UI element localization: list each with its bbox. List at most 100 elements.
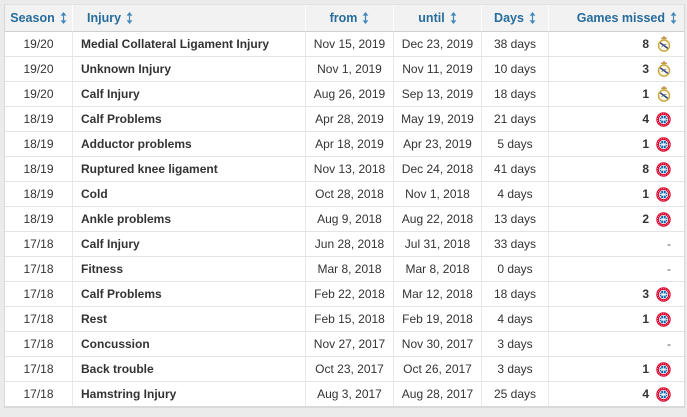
injury-cell: Unknown Injury xyxy=(73,57,306,81)
column-header-season[interactable]: Season xyxy=(5,5,73,31)
until-date-cell: Oct 26, 2017 xyxy=(394,357,482,381)
season-cell: 19/20 xyxy=(5,82,73,106)
table-row: 17/18 Rest Feb 15, 2018 Feb 19, 2018 4 days 1 xyxy=(5,307,684,332)
season-cell: 18/19 xyxy=(5,207,73,231)
bayern-munich-logo[interactable] xyxy=(656,286,671,302)
column-header-from[interactable]: from xyxy=(306,5,394,31)
bayern-munich-crest-icon xyxy=(656,161,671,177)
games-missed-value: 1 xyxy=(642,87,649,101)
bayern-munich-logo[interactable] xyxy=(656,161,671,177)
table-row: 18/19 Ankle problems Aug 9, 2018 Aug 22, 20… xyxy=(5,207,684,232)
bayern-munich-crest-icon xyxy=(656,311,671,327)
until-date-cell: Apr 23, 2019 xyxy=(394,132,482,156)
bayern-munich-logo[interactable] xyxy=(656,211,671,227)
page-background-strip xyxy=(0,408,687,417)
sort-icon[interactable] xyxy=(60,12,67,24)
season-cell: 17/18 xyxy=(5,357,73,381)
until-date-cell: May 19, 2019 xyxy=(394,107,482,131)
sort-icon[interactable] xyxy=(529,12,536,24)
games-missed-value: - xyxy=(667,237,671,251)
games-missed-cell: 1 xyxy=(549,357,684,381)
sort-arrows-icon xyxy=(60,12,67,24)
until-date-cell: Feb 19, 2018 xyxy=(394,307,482,331)
season-cell: 18/19 xyxy=(5,132,73,156)
games-missed-value: 1 xyxy=(642,187,649,201)
injury-cell: Fitness xyxy=(73,257,306,281)
injury-cell: Ruptured knee ligament xyxy=(73,157,306,181)
injury-cell: Concussion xyxy=(73,332,306,356)
bayern-munich-logo[interactable] xyxy=(656,386,671,402)
from-date-cell: Oct 28, 2018 xyxy=(306,182,394,206)
table-row: 19/20 Calf Injury Aug 26, 2019 Sep 13, 2019… xyxy=(5,82,684,107)
sort-icon[interactable] xyxy=(450,12,457,24)
season-cell: 19/20 xyxy=(5,32,73,56)
days-cell: 3 days xyxy=(482,357,549,381)
bayern-munich-crest-icon xyxy=(656,136,671,152)
from-date-cell: Feb 22, 2018 xyxy=(306,282,394,306)
sort-icon[interactable] xyxy=(362,12,369,24)
games-missed-cell: - xyxy=(549,257,684,281)
until-date-cell: Aug 22, 2018 xyxy=(394,207,482,231)
column-header-label: Days xyxy=(494,11,524,25)
games-missed-cell: 1 xyxy=(549,82,684,106)
until-date-cell: Aug 28, 2017 xyxy=(394,382,482,406)
games-missed-value: - xyxy=(667,337,671,351)
column-header-until[interactable]: until xyxy=(394,5,482,31)
real-madrid-logo[interactable] xyxy=(656,61,671,77)
days-cell: 25 days xyxy=(482,382,549,406)
season-cell: 17/18 xyxy=(5,282,73,306)
until-date-cell: Mar 12, 2018 xyxy=(394,282,482,306)
table-row: 17/18 Hamstring Injury Aug 3, 2017 Aug 28, … xyxy=(5,382,684,407)
bayern-munich-logo[interactable] xyxy=(656,111,671,127)
games-missed-value: 1 xyxy=(642,362,649,376)
table-row: 17/18 Back trouble Oct 23, 2017 Oct 26, 201… xyxy=(5,357,684,382)
column-header-injury[interactable]: Injury xyxy=(73,5,306,31)
from-date-cell: Nov 13, 2018 xyxy=(306,157,394,181)
table-row: 19/20 Unknown Injury Nov 1, 2019 Nov 11, 20… xyxy=(5,57,684,82)
bayern-munich-logo[interactable] xyxy=(656,186,671,202)
from-date-cell: Feb 15, 2018 xyxy=(306,307,394,331)
games-missed-cell: 8 xyxy=(549,32,684,56)
real-madrid-crest-icon xyxy=(657,36,670,52)
real-madrid-crest-icon xyxy=(657,61,670,77)
table-row: 17/18 Concussion Nov 27, 2017 Nov 30, 2017 3… xyxy=(5,332,684,357)
games-missed-cell: 4 xyxy=(549,382,684,406)
games-missed-cell: 4 xyxy=(549,107,684,131)
days-cell: 41 days xyxy=(482,157,549,181)
season-cell: 18/19 xyxy=(5,107,73,131)
column-header-games[interactable]: Games missed xyxy=(549,5,684,31)
bayern-munich-logo[interactable] xyxy=(656,311,671,327)
from-date-cell: Aug 26, 2019 xyxy=(306,82,394,106)
table-row: 17/18 Calf Injury Jun 28, 2018 Jul 31, 2018… xyxy=(5,232,684,257)
games-missed-value: 8 xyxy=(642,37,649,51)
until-date-cell: Nov 11, 2019 xyxy=(394,57,482,81)
injury-cell: Ankle problems xyxy=(73,207,306,231)
season-cell: 18/19 xyxy=(5,182,73,206)
days-cell: 10 days xyxy=(482,57,549,81)
days-cell: 0 days xyxy=(482,257,549,281)
from-date-cell: Aug 3, 2017 xyxy=(306,382,394,406)
injury-cell: Rest xyxy=(73,307,306,331)
table-row: 18/19 Adductor problems Apr 18, 2019 Apr 23… xyxy=(5,132,684,157)
bayern-munich-logo[interactable] xyxy=(656,136,671,152)
real-madrid-logo[interactable] xyxy=(656,86,671,102)
games-missed-value: 1 xyxy=(642,137,649,151)
injury-cell: Adductor problems xyxy=(73,132,306,156)
games-missed-value: 8 xyxy=(642,162,649,176)
real-madrid-logo[interactable] xyxy=(656,36,671,52)
until-date-cell: Mar 8, 2018 xyxy=(394,257,482,281)
season-cell: 17/18 xyxy=(5,232,73,256)
injury-cell: Calf Injury xyxy=(73,232,306,256)
column-header-days[interactable]: Days xyxy=(482,5,549,31)
injury-cell: Calf Injury xyxy=(73,82,306,106)
season-cell: 17/18 xyxy=(5,332,73,356)
sort-icon[interactable] xyxy=(126,12,133,24)
games-missed-value: 3 xyxy=(642,287,649,301)
days-cell: 4 days xyxy=(482,182,549,206)
bayern-munich-crest-icon xyxy=(656,361,671,377)
column-header-label: from xyxy=(329,11,358,25)
bayern-munich-logo[interactable] xyxy=(656,361,671,377)
sort-icon[interactable] xyxy=(670,12,677,24)
season-cell: 17/18 xyxy=(5,382,73,406)
games-missed-cell: 1 xyxy=(549,132,684,156)
